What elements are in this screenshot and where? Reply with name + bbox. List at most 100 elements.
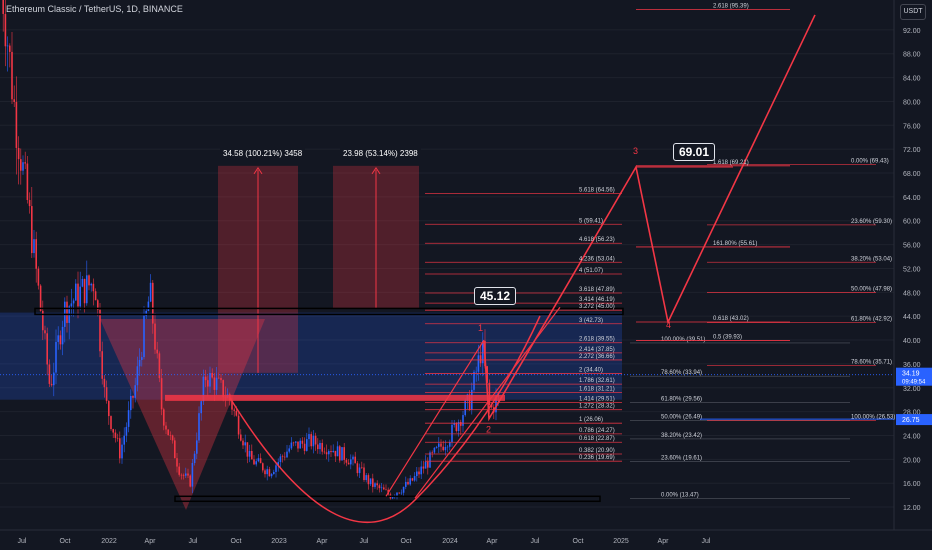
candle-body xyxy=(444,447,447,451)
candle-body xyxy=(352,456,354,460)
time-tick-label: Jul xyxy=(18,538,27,545)
fib-ret-label: 38.20% (23.42) xyxy=(661,433,702,439)
candle-body xyxy=(57,335,59,342)
chart-title: Ethereum Classic / TetherUS, 1D, BINANCE xyxy=(6,4,183,14)
price-tick-label: 28.00 xyxy=(903,410,921,417)
fib-ext-label: 2 (34.40) xyxy=(579,367,603,373)
price-tick-label: 44.00 xyxy=(903,314,921,321)
candle-body xyxy=(231,400,233,410)
time-tick-label: Apr xyxy=(658,538,670,545)
fib-ext-label: 5.618 (64.56) xyxy=(579,188,615,194)
candle-body xyxy=(178,466,180,475)
candle-body xyxy=(473,371,475,390)
candle-body xyxy=(273,471,275,475)
candle-body xyxy=(28,200,31,207)
wave3-fib-label: 1.618 (69.21) xyxy=(713,160,749,166)
candle-body xyxy=(97,300,99,310)
candle-body xyxy=(101,351,103,379)
price-tick-label: 24.00 xyxy=(903,433,921,440)
time-tick-label: Jul xyxy=(189,538,198,545)
fib-right-label: 78.60% (35.71) xyxy=(851,360,892,366)
candle-body xyxy=(77,283,79,307)
candle-body xyxy=(31,206,33,254)
candle-body xyxy=(402,486,405,493)
candle-body xyxy=(347,462,350,465)
candle-body xyxy=(295,441,297,443)
candle-body xyxy=(259,458,262,464)
candle-body xyxy=(105,387,108,401)
fib-ext-label: 1.786 (32.61) xyxy=(579,378,615,384)
current-price-label: 34.19 xyxy=(902,371,920,378)
candle-body xyxy=(26,163,29,201)
candle-body xyxy=(464,400,466,416)
candle-body xyxy=(189,475,191,487)
candle-body xyxy=(59,335,62,345)
candle-body xyxy=(424,461,427,469)
candle-body xyxy=(244,442,246,446)
candle-body xyxy=(94,291,97,301)
candle-body xyxy=(163,409,165,426)
candle-body xyxy=(167,429,169,436)
candle-body xyxy=(211,372,213,378)
candle-body xyxy=(218,377,220,379)
candle-body xyxy=(279,456,282,463)
candle-body xyxy=(209,372,211,387)
candle-body xyxy=(246,442,249,457)
support-bar-middle xyxy=(165,394,505,401)
support-bar-lower xyxy=(174,495,601,503)
candle-body xyxy=(468,394,471,410)
candle-body xyxy=(48,364,51,384)
candle-body xyxy=(240,434,242,441)
candle-body xyxy=(369,478,372,485)
candle-body xyxy=(460,422,462,426)
candle-body xyxy=(365,475,367,481)
candle-body xyxy=(266,469,268,475)
target-callout-high: 69.01 xyxy=(673,143,716,161)
candle-body xyxy=(380,487,383,489)
fib-right-label: 0.00% (69.43) xyxy=(851,158,889,164)
candle-body xyxy=(202,376,205,402)
candle-body xyxy=(290,442,293,449)
candle-body xyxy=(440,443,442,447)
candle-body xyxy=(482,340,484,364)
candle-body xyxy=(321,442,323,452)
fib-ret-label: 100.00% (39.51) xyxy=(661,337,705,343)
time-tick-label: Jul xyxy=(702,538,711,545)
candle-body xyxy=(193,453,196,463)
candle-body xyxy=(160,378,163,410)
candle-body xyxy=(15,101,18,148)
candle-body xyxy=(398,492,400,494)
candle-body xyxy=(22,162,24,171)
currency-button[interactable]: USDT xyxy=(900,4,926,20)
candle-body xyxy=(396,492,398,496)
candle-body xyxy=(110,416,112,430)
candle-body xyxy=(116,437,119,439)
price-tick-label: 20.00 xyxy=(903,457,921,464)
wave3-fib-label: 0.618 (43.02) xyxy=(713,316,749,322)
candle-body xyxy=(457,422,460,432)
candle-body xyxy=(277,462,279,466)
accumulation-zone xyxy=(0,312,622,400)
marker-label: 26.75 xyxy=(902,417,920,424)
candle-body xyxy=(332,450,334,453)
candle-body xyxy=(242,440,244,446)
fib-ext-label: 3.272 (45.00) xyxy=(579,304,615,310)
candle-body xyxy=(310,434,312,447)
candle-body xyxy=(180,474,183,476)
candle-body xyxy=(108,400,110,417)
candle-body xyxy=(20,159,22,171)
marker-box xyxy=(896,414,932,426)
candle-body xyxy=(253,459,255,465)
price-tick-label: 92.00 xyxy=(903,28,921,35)
wave-label: 4 xyxy=(666,320,671,330)
candle-body xyxy=(374,483,376,487)
candle-body xyxy=(83,278,86,304)
fib-right-label: 61.80% (42.92) xyxy=(851,317,892,323)
candle-body xyxy=(86,275,88,304)
target-callout-mid: 45.12 xyxy=(474,287,517,305)
candle-body xyxy=(222,380,224,398)
fib-ret-label: 0.00% (13.47) xyxy=(661,492,699,498)
price-tick-label: 48.00 xyxy=(903,290,921,297)
candle-body xyxy=(81,278,84,287)
